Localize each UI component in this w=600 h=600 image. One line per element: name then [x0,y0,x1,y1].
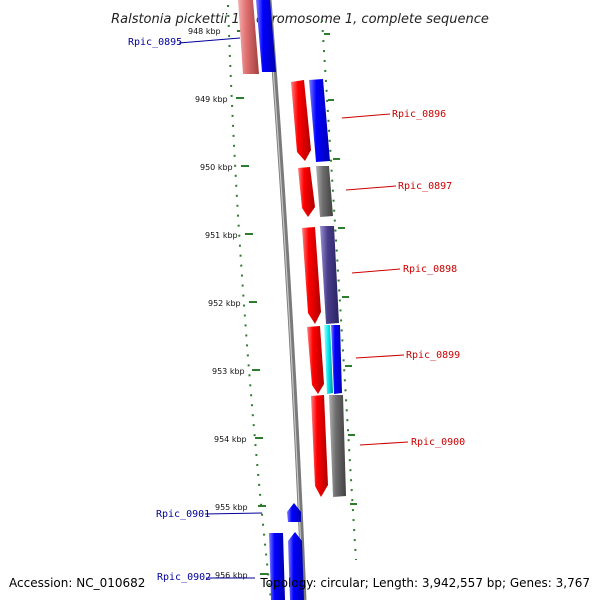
gene-rpic-0899[interactable]: Rpic_0899 [307,325,460,394]
gene-leader-line [351,268,401,274]
gene-cds [302,227,321,324]
gene-rpic-0897[interactable]: Rpic_0897 [298,166,452,217]
summary-text: Topology: circular; Length: 3,942,557 bp… [259,576,590,590]
gene-feature [324,325,333,394]
gene-rpic-0898[interactable]: Rpic_0898 [302,226,457,324]
gene-cds [307,326,324,394]
gene-label: Rpic_0895 [128,37,182,48]
gene-label: Rpic_0899 [406,350,460,361]
gene-feature [331,325,342,394]
outer-ticks [324,33,357,505]
gene-rpic-0902[interactable]: Rpic_0902 [157,532,304,600]
gene-label: Rpic_0901 [156,509,210,520]
gene-label: Rpic_0897 [398,181,452,192]
gene-rpic-0895[interactable]: Rpic_0895 [128,0,276,74]
gene-feature [238,0,259,74]
gene-leader-line [345,185,397,191]
gene-cds [311,395,328,497]
gene-leader-line [355,354,405,359]
gene-label: Rpic_0896 [392,109,446,120]
gene-cds [298,167,315,217]
gene-cds [256,0,276,72]
tick-label: 948 kbp [188,27,221,36]
accession-text: Accession: NC_010682 [9,576,145,590]
tick-label: 952 kbp [208,299,241,308]
gene-cds [288,532,304,600]
gene-leader-line [341,113,391,119]
tick-label: 956 kbp [215,571,248,580]
gene-cds [291,80,311,161]
gene-feature [269,533,285,600]
gene-rpic-0900[interactable]: Rpic_0900 [311,395,465,497]
gene-leader-line [204,512,263,515]
gene-feature [316,166,333,217]
gene-rpic-0901[interactable]: Rpic_0901 [156,503,301,522]
gene-label: Rpic_0898 [403,264,457,275]
map-title: Ralstonia pickettii 12J chromosome 1, co… [111,12,489,27]
tick-label: 949 kbp [195,95,228,104]
scale-ticks: 948 kbp 949 kbp 950 kbp 951 kbp 952 kbp … [188,27,268,580]
gene-label: Rpic_0902 [157,572,211,583]
gene-leader-line [359,441,409,446]
gene-rpic-0896[interactable]: Rpic_0896 [291,79,446,162]
gene-feature [309,79,330,162]
tick-label: 953 kbp [212,367,245,376]
tick-label: 950 kbp [200,163,233,172]
gene-cds [287,503,301,522]
gene-leader-line [178,37,241,44]
gene-label: Rpic_0900 [411,437,465,448]
tick-label: 955 kbp [215,503,248,512]
gene-feature [329,395,346,497]
gene-feature [320,226,339,324]
tick-label: 951 kbp [205,231,238,240]
tick-label: 954 kbp [214,435,247,444]
